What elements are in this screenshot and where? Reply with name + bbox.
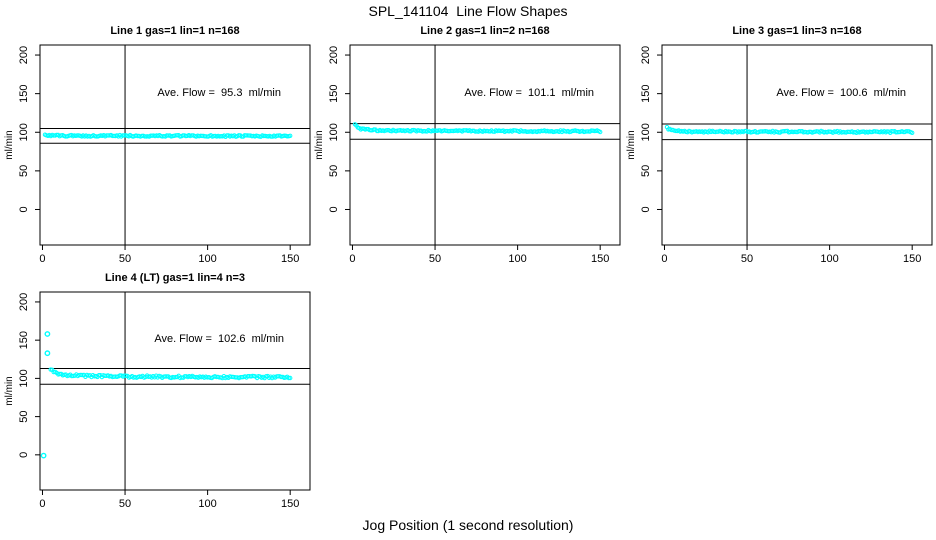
plot-box: [39, 44, 311, 246]
y-tick-label: 200: [18, 46, 30, 64]
x-tick-label: 100: [198, 253, 216, 265]
x-tick-label: 150: [591, 253, 609, 265]
data-point: [96, 373, 102, 378]
x-tick-label: 50: [429, 253, 441, 265]
data-point: [288, 375, 293, 381]
y-axis-label: ml/min: [626, 130, 637, 159]
y-tick-label: 100: [18, 369, 30, 387]
data-points: [40, 331, 293, 459]
ave-flow-label: Ave. Flow = 102.6 ml/min: [154, 333, 285, 346]
y-tick-label: 0: [18, 206, 30, 212]
panel-3: 0 50 100 150 0 50 100 150 200 ml/min: [626, 44, 933, 265]
y-axis: 0 50 100 150 200 ml/min: [314, 46, 350, 213]
data-points: [42, 132, 293, 140]
panel-title: Line 2 gas=1 lin=2 n=168: [420, 25, 550, 37]
ave-flow-label: Ave. Flow = 100.6 ml/min: [776, 86, 907, 99]
plot-box: [349, 44, 621, 246]
y-tick-label: 50: [328, 165, 340, 177]
y-tick-label: 200: [640, 46, 652, 64]
y-axis: 0 50 100 150 200 ml/min: [4, 293, 40, 458]
x-tick-label: 150: [281, 498, 299, 510]
data-points: [664, 124, 915, 136]
panel-title: Line 4 (LT) gas=1 lin=4 n=3: [104, 272, 246, 284]
y-axis-label: ml/min: [4, 376, 15, 405]
data-point: [910, 130, 915, 136]
y-tick-label: 0: [328, 206, 340, 212]
y-tick-label: 0: [640, 206, 652, 212]
outlier-point: [40, 452, 47, 459]
x-tick-label: 0: [39, 253, 45, 265]
x-tick-label: 100: [508, 253, 526, 265]
chart-title: SPL_141104 Line Flow Shapes: [368, 3, 568, 19]
panel-4: 0 50 100 150 0 50 100 150 200 ml/min: [4, 291, 311, 510]
panel-1: 0 50 100 150 0 50 100 150 200 ml/min: [4, 44, 311, 265]
plot-box: [661, 44, 933, 246]
y-tick-label: 0: [18, 452, 30, 458]
data-point: [286, 375, 291, 381]
x-tick-label: 0: [349, 253, 355, 265]
y-tick-label: 150: [18, 331, 30, 349]
ave-flow-label: Ave. Flow = 101.1 ml/min: [464, 86, 595, 99]
x-axis: 0 50 100 150: [349, 245, 609, 265]
x-tick-label: 0: [661, 253, 667, 265]
y-axis-label: ml/min: [4, 130, 15, 159]
y-tick-label: 200: [18, 293, 30, 311]
x-tick-label: 50: [741, 253, 753, 265]
y-tick-label: 150: [328, 84, 340, 102]
y-tick-label: 100: [18, 123, 30, 141]
x-tick-label: 100: [820, 253, 838, 265]
outlier-point: [44, 331, 51, 337]
x-axis: 0 50 100 150: [39, 490, 299, 510]
x-axis: 0 50 100 150: [39, 245, 299, 265]
x-tick-label: 150: [281, 253, 299, 265]
y-tick-label: 150: [640, 84, 652, 102]
data-point: [288, 133, 293, 139]
y-axis-label: ml/min: [314, 130, 325, 159]
x-tick-label: 0: [39, 498, 45, 510]
x-axis-title: Jog Position (1 second resolution): [362, 517, 574, 533]
x-tick-label: 50: [119, 498, 131, 510]
panel-2: 0 50 100 150 0 50 100 150 200 ml/min: [314, 44, 621, 265]
x-tick-label: 100: [198, 498, 216, 510]
y-tick-label: 50: [18, 410, 30, 422]
data-point: [598, 129, 603, 135]
y-tick-label: 150: [18, 84, 30, 102]
y-axis: 0 50 100 150 200 ml/min: [626, 46, 662, 213]
y-tick-label: 100: [328, 123, 340, 141]
x-tick-label: 150: [903, 253, 921, 265]
panel-title: Line 3 gas=1 lin=3 n=168: [732, 25, 862, 37]
data-points: [352, 122, 603, 135]
panel-title: Line 1 gas=1 lin=1 n=168: [110, 25, 240, 37]
ave-flow-label: Ave. Flow = 95.3 ml/min: [157, 86, 281, 99]
outlier-point: [44, 350, 51, 357]
y-tick-label: 200: [328, 46, 340, 64]
y-axis: 0 50 100 150 200 ml/min: [4, 46, 40, 213]
y-tick-label: 100: [640, 123, 652, 141]
x-tick-label: 50: [119, 253, 131, 265]
x-axis: 0 50 100 150: [661, 245, 921, 265]
y-tick-label: 50: [18, 165, 30, 177]
y-tick-label: 50: [640, 165, 652, 177]
plot-box: [39, 291, 311, 491]
